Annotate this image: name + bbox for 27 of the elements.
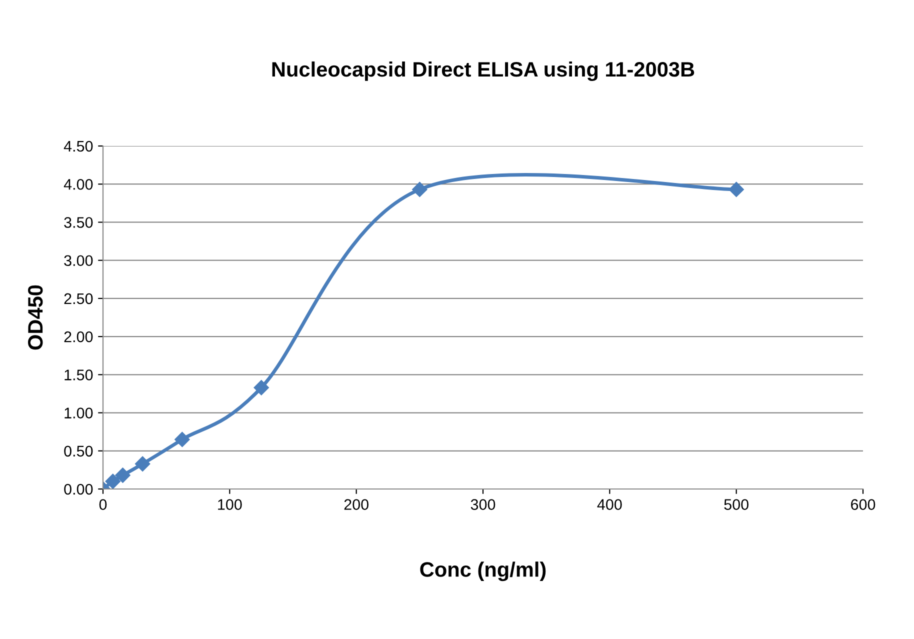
point <box>115 468 130 483</box>
point <box>135 456 150 472</box>
x-axis-title: Conc (ng/ml) <box>420 562 546 582</box>
y-tick-label: 1.50 <box>64 370 93 380</box>
x-tick-label: 200 <box>344 499 368 510</box>
y-tick-label: 4.00 <box>64 178 93 190</box>
y-tick-label: 2.00 <box>64 331 93 342</box>
chart-title: Nucleocapsid Direct ELISA using 11-2003B <box>272 61 694 81</box>
y-tick-label: 3.00 <box>64 255 93 266</box>
y-axis-title: OD450 <box>28 285 43 350</box>
x-tick-label: 0 <box>99 499 107 510</box>
point <box>254 380 269 396</box>
point <box>174 432 190 448</box>
y-tick-label: 0.50 <box>64 446 93 457</box>
x-tick-label: 100 <box>218 499 242 510</box>
x-tick-label: 400 <box>597 499 622 510</box>
x-tick-label: 300 <box>470 499 496 510</box>
y-tick-label: 4.50 <box>64 140 93 152</box>
y-tick-label: 2.50 <box>64 293 93 304</box>
point <box>728 182 744 198</box>
x-tick-label: 600 <box>851 499 876 510</box>
x-tick-label: 500 <box>724 499 748 510</box>
y-tick-label: 1.00 <box>64 408 93 418</box>
y-tick-label: 0.00 <box>64 484 93 495</box>
y-tick-label: 3.50 <box>64 217 93 228</box>
point <box>105 474 120 489</box>
point <box>412 182 428 198</box>
